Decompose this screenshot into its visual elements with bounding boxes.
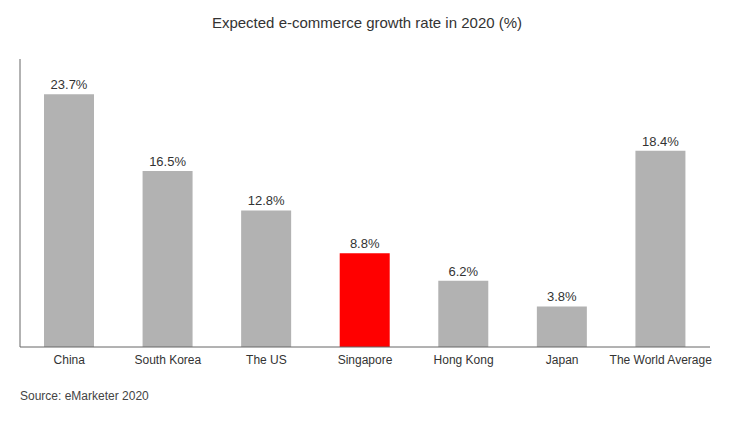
svg-text:South Korea: South Korea bbox=[134, 353, 201, 367]
svg-text:Japan: Japan bbox=[546, 353, 579, 367]
svg-text:12.8%: 12.8% bbox=[248, 193, 285, 208]
svg-text:6.2%: 6.2% bbox=[448, 264, 478, 279]
html-text:Source: eMarketer 2020: Source: eMarketer 2020 bbox=[20, 389, 149, 403]
svg-text:18.4%: 18.4% bbox=[642, 134, 679, 149]
svg-text:16.5%: 16.5% bbox=[149, 154, 186, 169]
svg-text:The US: The US bbox=[246, 353, 287, 367]
html-text:Expected e-commerce growth rat: Expected e-commerce growth rate in 2020 … bbox=[211, 14, 523, 31]
svg-text:The World Average: The World Average bbox=[610, 353, 713, 367]
svg-text:Singapore: Singapore bbox=[338, 353, 393, 367]
svg-text:Hong Kong: Hong Kong bbox=[434, 353, 494, 367]
svg-text:23.7%: 23.7% bbox=[51, 77, 88, 92]
svg-text:8.8%: 8.8% bbox=[350, 236, 380, 251]
svg-text:3.8%: 3.8% bbox=[547, 289, 577, 304]
svg-text:China: China bbox=[54, 353, 86, 367]
